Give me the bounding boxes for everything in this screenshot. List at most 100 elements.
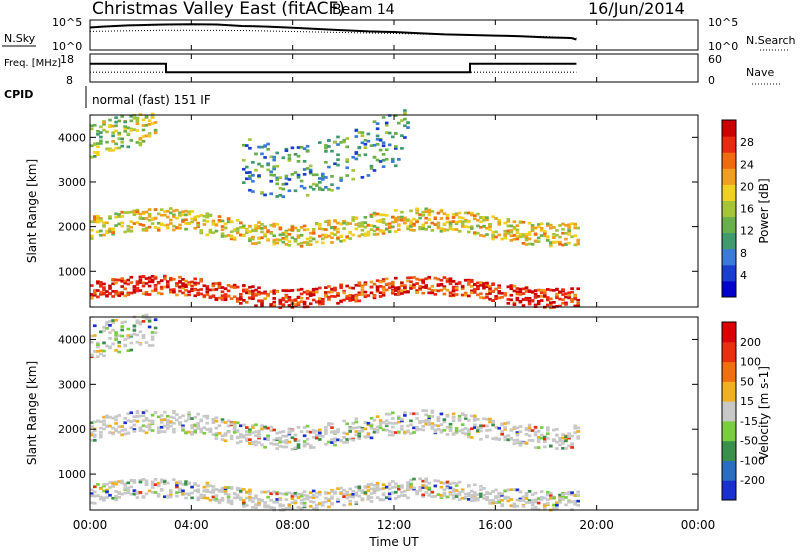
heatmap-cell [102,427,106,431]
heatmap-cell [217,489,222,492]
heatmap-cell [497,501,501,504]
heatmap-cell [278,438,283,442]
heatmap-cell [153,128,158,132]
heatmap-cell [552,240,556,244]
heatmap-cell [284,229,289,233]
heatmap-cell [342,140,346,144]
heatmap-cell [497,494,501,498]
heatmap-cell [263,504,267,507]
heatmap-cell [254,168,258,172]
heatmap-cell [485,285,489,289]
heatmap-cell [503,497,507,500]
heatmap-cell [147,225,152,229]
heatmap-cell [354,493,359,497]
heatmap-cell [235,429,240,432]
heatmap-cell [318,181,322,184]
heatmap-cell [454,282,459,286]
heatmap-cell [302,434,307,438]
heatmap-cell [105,496,109,499]
heatmap-cell [278,227,283,230]
heatmap-cell [421,420,425,423]
heatmap-cell [360,141,365,145]
heatmap-cell [123,491,127,495]
heatmap-cell [308,185,313,189]
colorbar-frame [721,321,737,501]
heatmap-cell [384,157,389,161]
heatmap-cell [193,294,197,298]
heatmap-cell [172,428,176,431]
heatmap-cell [96,345,100,349]
heatmap-cell [305,496,310,500]
heatmap-cell [482,284,486,287]
heatmap-cell [442,229,447,233]
heatmap-cell [524,494,529,498]
heatmap-cell [518,440,523,444]
heatmap-cell [506,220,511,223]
heatmap-cell [363,491,368,495]
heatmap-cell [117,341,121,344]
heatmap-cell [126,334,131,337]
heatmap-cell [394,293,398,296]
heatmap-cell [372,418,377,422]
heatmap-cell [318,493,322,496]
heatmap-cell [476,231,480,235]
heatmap-cell [324,291,328,294]
heatmap-cell [424,422,428,426]
heatmap-cell [327,298,331,301]
heatmap-cell [336,236,340,240]
heatmap-cell [190,496,194,500]
heatmap-cell [96,133,100,136]
colorbar-tick-label: -15 [740,415,758,428]
heatmap-cell [251,179,255,183]
heatmap-cell [123,294,127,298]
heatmap-cell [448,294,453,298]
heatmap-cell [150,289,155,293]
heatmap-cell [387,433,392,437]
heatmap-cell [251,161,255,164]
heatmap-cell [533,296,538,299]
heatmap-cell [406,218,410,222]
heatmap-cell [339,235,343,238]
heatmap-cell [327,499,331,502]
heatmap-cell [491,420,495,424]
heatmap-cell [111,426,115,430]
heatmap-cell [333,430,337,433]
heatmap-cell [561,243,565,247]
heatmap-cell [248,428,252,432]
heatmap-cell [242,488,246,491]
heatmap-cell [235,493,240,497]
heatmap-cell [132,423,137,427]
heatmap-cell [494,230,498,234]
heatmap-cell [184,419,188,423]
heatmap-cell [287,228,292,232]
heatmap-cell [476,218,480,222]
heatmap-cell [354,430,359,433]
heatmap-cell [105,425,109,428]
heatmap-cell [153,411,158,415]
heatmap-cell [123,487,127,490]
heatmap-cell [430,495,435,498]
heatmap-cell [318,428,322,432]
heatmap-cell [391,425,395,429]
heatmap-cell [308,302,313,306]
heatmap-cell [281,187,286,191]
heatmap-cell [90,425,94,428]
heatmap-cell [181,483,185,486]
heatmap-cell [391,215,395,219]
heatmap-cell [144,409,149,413]
heatmap-cell [339,286,343,289]
heatmap-cell [473,288,477,291]
heatmap-cell [251,289,255,293]
heatmap-cell [527,501,532,504]
heatmap-cell [363,294,368,297]
heatmap-cell [242,224,246,228]
colorbar-swatch [722,280,736,298]
heatmap-cell [178,489,182,493]
heatmap-cell [138,480,143,484]
heatmap-cell [539,436,544,440]
heatmap-cell [473,214,477,217]
heatmap-cell [524,497,529,500]
heatmap-cell [232,236,237,240]
heatmap-cell [567,293,571,297]
